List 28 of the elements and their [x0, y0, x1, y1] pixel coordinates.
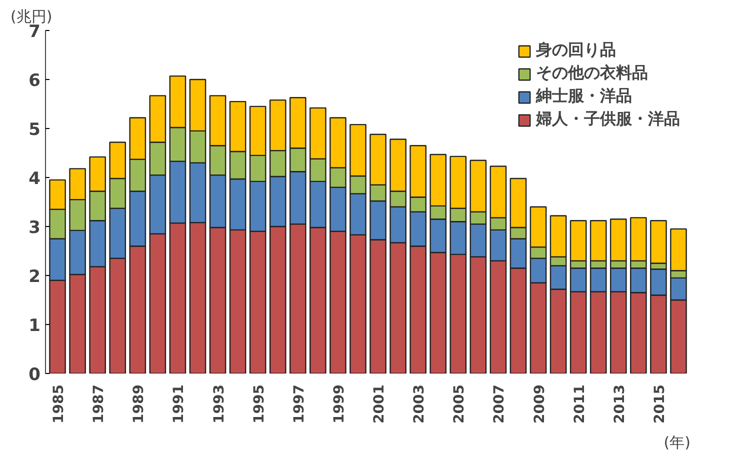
y-tick-label: 0 [28, 365, 41, 385]
x-tick-label: 2003 [412, 384, 428, 424]
x-tick-label: 2007 [492, 384, 508, 424]
x-tick-label: 1995 [251, 384, 268, 424]
x-tick-label: 2015 [652, 384, 668, 424]
x-tick-label: 2011 [572, 384, 588, 424]
x-tick-label: 1987 [91, 384, 108, 424]
y-tick-label: 1 [28, 316, 41, 336]
y-tick-label: 5 [28, 120, 41, 140]
legend-label: 紳士服・洋品 [536, 86, 632, 107]
y-tick-label: 4 [28, 169, 41, 189]
x-tick-label: 1993 [211, 384, 228, 424]
x-tick-label: 2001 [372, 384, 388, 424]
x-tick-label: 1985 [51, 384, 68, 424]
legend-label: 身の回り品 [536, 40, 616, 61]
legend-label: 婦人・子供服・洋品 [536, 109, 680, 130]
y-tick-label: 6 [28, 71, 41, 91]
y-tick-label: 3 [28, 218, 41, 238]
x-tick-label: 1991 [171, 384, 188, 424]
x-tick-label: 1999 [331, 384, 348, 424]
x-tick-label: 2005 [452, 384, 468, 424]
legend-label: その他の衣料品 [536, 63, 648, 84]
x-tick-label: 1989 [131, 384, 148, 424]
x-tick-label: 2009 [532, 384, 548, 424]
x-tick-label: 2013 [612, 384, 628, 424]
x-axis-title: (年) [664, 434, 691, 452]
x-tick-label: 1997 [291, 384, 308, 424]
y-tick-label: 2 [28, 267, 41, 287]
